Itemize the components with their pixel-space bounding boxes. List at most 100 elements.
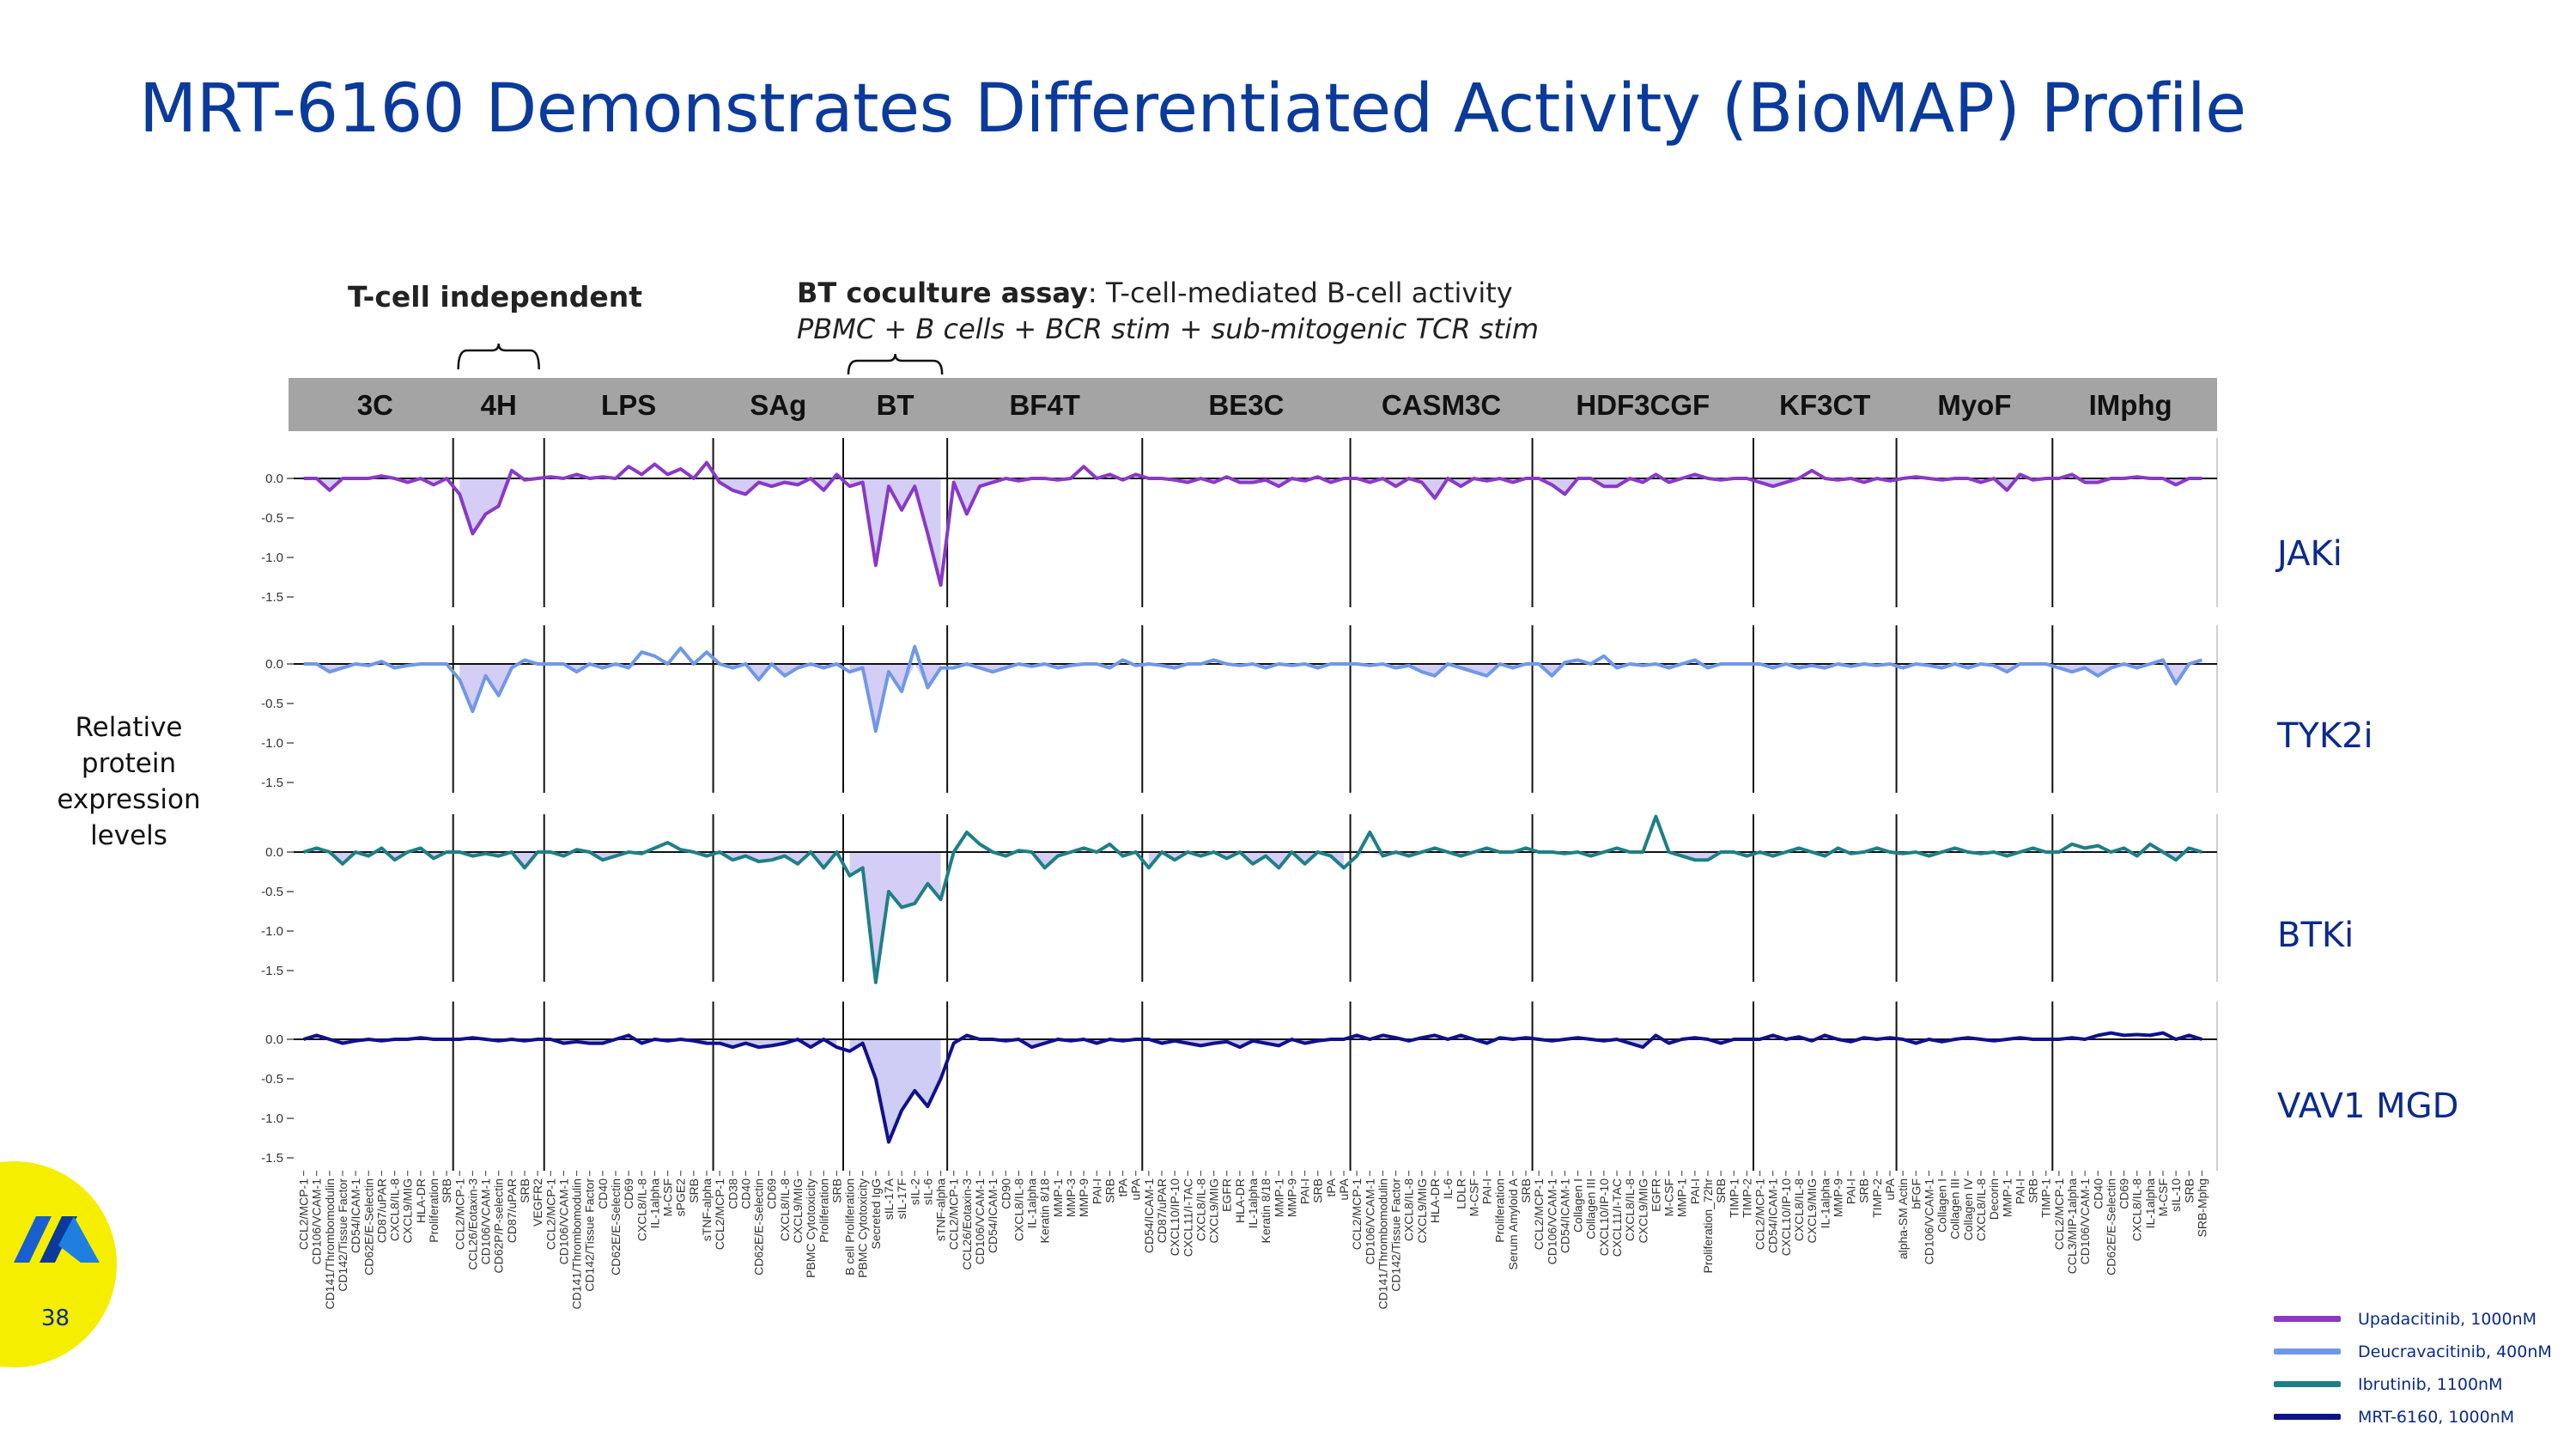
x-tick-label: PAI-I xyxy=(1844,1178,1858,1204)
x-tick-label: CCL26/Eotaxin-3 xyxy=(465,1178,479,1270)
x-tick-label: IL-1alpha xyxy=(2143,1178,2157,1229)
x-tick-label: CCL2/MCP-1 xyxy=(297,1178,311,1250)
row-label-vav1-mgd: VAV1 MGD xyxy=(2277,1087,2459,1126)
panel-header-label: IMphg xyxy=(2089,389,2172,421)
x-tick-label: CD69 xyxy=(2117,1178,2131,1209)
x-tick-label: CD54/ICAM-1 xyxy=(349,1178,362,1253)
x-tick-label: CD90 xyxy=(999,1178,1012,1209)
bt-coculture-annotation: BT coculture assay: T-cell-mediated B-ce… xyxy=(797,277,1513,309)
x-tick-label: M-CSF xyxy=(1662,1178,1676,1216)
x-tick-label: CD40 xyxy=(2091,1178,2105,1209)
x-tick-label: CD141/Thrombomodulin xyxy=(323,1178,337,1310)
row-label-tyk2i: TYK2i xyxy=(2277,716,2373,756)
y-tick-label: -0.5 xyxy=(261,1072,283,1087)
x-tick-label: Proliferation xyxy=(1493,1178,1507,1243)
x-tick-label: CD54/ICAM-1 xyxy=(1766,1178,1780,1253)
x-tick-label: CD40 xyxy=(738,1178,752,1209)
x-tick-label: SRB xyxy=(1103,1178,1116,1203)
series-fill-area xyxy=(459,664,538,712)
row-label-jaki: JAKi xyxy=(2277,534,2342,574)
series-fill-area xyxy=(303,664,447,673)
x-tick-label: CXCL8/IL-8 xyxy=(2130,1178,2144,1241)
x-tick-label: CD62E/E-Selectin xyxy=(361,1178,375,1275)
bt-coculture-description: : T-cell-mediated B-cell activity xyxy=(1087,277,1513,309)
x-tick-label: CD87/uPAR xyxy=(505,1178,519,1243)
x-tick-label: EGFR xyxy=(1220,1178,1234,1212)
x-tick-label: CD69 xyxy=(765,1178,779,1209)
x-tick-label: Serum Amyloid A xyxy=(1506,1178,1520,1269)
series-fill-area xyxy=(1539,852,1747,861)
x-tick-label: M-CSF xyxy=(661,1178,675,1216)
y-tick-label: 0.0 xyxy=(265,472,283,486)
company-logo-icon xyxy=(14,1216,100,1263)
legend-label: Deucravacitinib, 400nM xyxy=(2358,1342,2552,1361)
x-tick-label: sPGE2 xyxy=(674,1178,688,1217)
x-tick-label: SRB xyxy=(518,1178,532,1203)
x-tick-label: CXCL8/IL-8 xyxy=(1974,1178,1988,1241)
x-tick-label: MMP-1 xyxy=(2000,1178,2014,1217)
x-tick-label: CCL2/MCP-1 xyxy=(453,1178,466,1250)
y-tick-label: -1.5 xyxy=(261,964,283,978)
x-tick-label: sTNF-alpha xyxy=(934,1178,948,1241)
x-tick-label: Secreted IgG xyxy=(869,1178,883,1250)
x-tick-label: CD62E/E-Selectin xyxy=(609,1178,623,1275)
x-tick-label: CD87/uPAR xyxy=(1155,1178,1169,1243)
x-tick-label: CXCL9/MIG xyxy=(401,1178,415,1243)
x-tick-label: PBMC Cytotoxicity xyxy=(856,1178,870,1278)
series-fill-area xyxy=(303,478,447,490)
x-tick-label: PAI-I xyxy=(1688,1178,1702,1204)
x-tick-label: CD142/Tissue Factor xyxy=(583,1178,597,1292)
x-tick-label: CCL3/MIP-1alpha xyxy=(2065,1178,2079,1274)
x-tick-label: bFGF xyxy=(1909,1178,1923,1209)
x-tick-label: SRB xyxy=(829,1178,843,1203)
x-tick-label: CXCL8/IL-8 xyxy=(1012,1178,1025,1241)
x-tick-label: CXCL9/MIG xyxy=(791,1178,805,1243)
panel-header-label: LPS xyxy=(601,389,656,421)
y-tick-label: -1.0 xyxy=(261,551,283,565)
y-tick-label: -0.5 xyxy=(261,885,283,899)
x-tick-label: CD62E/E-Selectin xyxy=(752,1178,766,1275)
x-tick-label: SRB xyxy=(1311,1178,1325,1203)
x-tick-label: Keratin 8/18 xyxy=(1038,1178,1052,1244)
x-tick-label: Decorin xyxy=(1987,1178,2001,1220)
x-tick-label: CD141/Thrombomodulin xyxy=(570,1178,584,1310)
x-tick-label: Collagen III xyxy=(1584,1178,1598,1239)
x-tick-label: Proliferation xyxy=(427,1178,440,1243)
x-tick-label: SRB xyxy=(440,1178,453,1203)
x-tick-label: uPA xyxy=(1337,1178,1351,1200)
series-fill-area xyxy=(1539,1039,1747,1048)
panel-header-bar xyxy=(289,378,2217,431)
x-tick-label: MMP-9 xyxy=(1285,1178,1298,1217)
x-tick-label: sIL-2 xyxy=(908,1178,921,1205)
panel-header-label: SAg xyxy=(750,389,806,421)
legend-swatch xyxy=(2274,1349,2341,1355)
legend-label: Upadacitinib, 1000nM xyxy=(2358,1310,2537,1329)
x-tick-label: uPA xyxy=(1883,1178,1897,1200)
x-tick-label: CD69 xyxy=(622,1178,635,1209)
series-row: 0.0 -0.5 -1.0 -1.5 xyxy=(261,438,2218,607)
x-tick-label: IL-1alpha xyxy=(1246,1178,1260,1229)
series-line xyxy=(303,644,2202,734)
x-tick-label: TIMP-1 xyxy=(1727,1178,1741,1218)
x-tick-label: CD106/VCAM-1 xyxy=(1922,1178,1935,1265)
x-tick-label: CD142/Tissue Factor xyxy=(1389,1178,1403,1292)
x-tick-label: VEGFR2 xyxy=(531,1178,544,1227)
series-line xyxy=(303,814,2202,984)
x-tick-label: CD54/ICAM-1 xyxy=(986,1178,999,1253)
x-tick-label: CD62E/E-Selectin xyxy=(2104,1178,2117,1275)
x-tick-label: CXCL9/MIG xyxy=(1636,1178,1649,1243)
y-tick-label: -0.5 xyxy=(261,511,283,526)
legend-label: MRT-6160, 1000nM xyxy=(2358,1408,2515,1427)
x-tick-label: CXCL8/IL-8 xyxy=(778,1178,792,1241)
panel-header-label: BE3C xyxy=(1208,389,1284,421)
x-tick-label: M-CSF xyxy=(2156,1178,2170,1216)
x-tick-label: CXCL8/IL-8 xyxy=(1792,1178,1806,1241)
x-tick-label: Proliferation xyxy=(817,1178,830,1243)
x-tick-label: CD106/VCAM-1 xyxy=(2078,1178,2092,1265)
x-tick-label: CD62P/P-selectin xyxy=(492,1178,506,1274)
x-tick-label: CCL2/MCP-1 xyxy=(544,1178,557,1250)
tcell-independent-brace xyxy=(457,343,540,370)
x-tick-label: IL-1alpha xyxy=(1818,1178,1832,1229)
x-tick-label: SRB xyxy=(2182,1178,2196,1203)
series-line xyxy=(303,1031,2202,1144)
